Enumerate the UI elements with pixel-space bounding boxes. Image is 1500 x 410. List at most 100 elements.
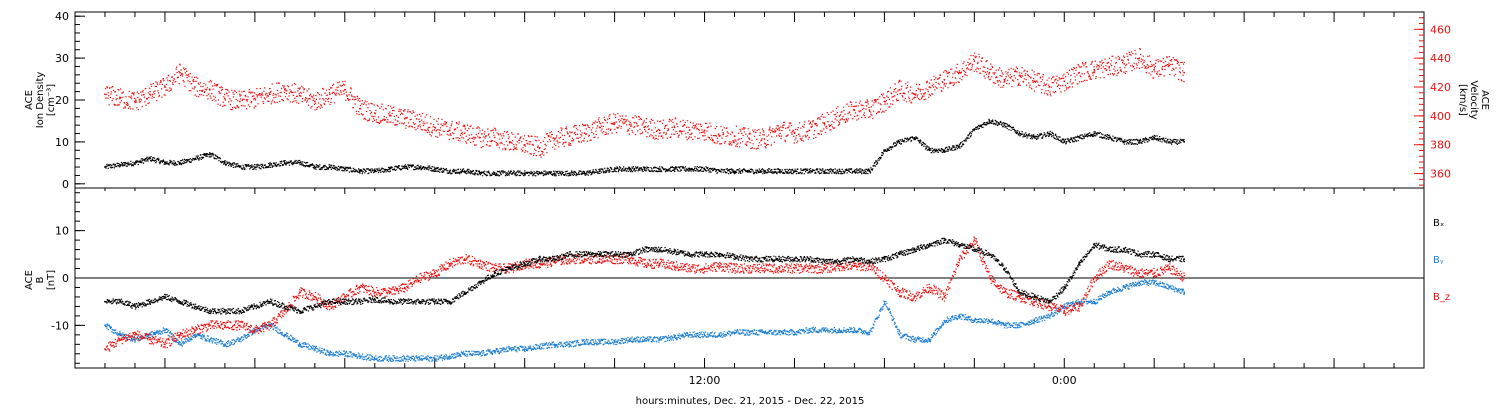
density-series-point [328, 166, 331, 168]
bottom-left-ylabel: ACE B [nT] [24, 270, 57, 290]
density-series-point [988, 120, 991, 122]
bottom-left-tick-label: 10 [55, 225, 69, 238]
velocity-series-point [1138, 57, 1141, 60]
by-series-point [928, 338, 931, 341]
velocity-series-point [1183, 71, 1186, 74]
top-y2label-line-2: Velocity [1468, 80, 1479, 119]
by-series-point [943, 319, 946, 322]
velocity-series-point [958, 71, 961, 74]
bz-series-point [298, 291, 301, 294]
density-series-point [1168, 141, 1171, 143]
bx-series-point [958, 243, 961, 246]
top-y2label-line-1: ACE [1479, 90, 1490, 110]
bz-series-point [898, 291, 901, 294]
by-series-point [643, 338, 646, 341]
density-series-point [793, 170, 796, 173]
density-series-point [673, 168, 676, 171]
velocity-series-point [433, 126, 436, 129]
top-left-axis: 0 10 20 30 40 [55, 10, 85, 191]
by-series-point [808, 329, 811, 332]
bz-series-point [253, 329, 256, 332]
density-series-point [943, 149, 946, 152]
bz-series-point [179, 333, 181, 336]
bx-series-point [748, 258, 751, 260]
density-series-point [823, 170, 826, 173]
bz-series-point [194, 329, 196, 332]
bz-series-point [134, 333, 136, 336]
density-series-point [194, 157, 196, 160]
bx-series-point [373, 298, 376, 301]
velocity-series-point [448, 129, 451, 132]
bx-series-point [463, 291, 466, 294]
legend-bx: Bₓ [1433, 218, 1444, 229]
density-series-point [253, 166, 256, 168]
density-series-point [853, 170, 856, 173]
bz-series-point [973, 239, 976, 242]
density-series-point [583, 172, 586, 175]
density-series-point [778, 170, 781, 173]
bx-series-point [793, 258, 796, 260]
bz-series-point [448, 262, 451, 265]
bz-series-point [598, 258, 601, 260]
density-series-point [283, 161, 286, 164]
bx-series-point [643, 248, 646, 251]
velocity-series-point [883, 100, 886, 103]
by-series-point [823, 329, 826, 332]
bz-series-point [328, 305, 331, 308]
velocity-series-point [1033, 80, 1036, 83]
velocity-series-point [688, 129, 691, 132]
density-series-point [928, 149, 931, 152]
bx-series-point [1063, 286, 1066, 289]
bz-series-point [493, 267, 496, 270]
bz-series-point [958, 258, 961, 260]
velocity-series-point [1018, 74, 1021, 77]
bx-series-point [898, 253, 901, 256]
velocity-series-point [853, 109, 856, 111]
density-series-point [538, 172, 541, 175]
bx-series-point [1048, 300, 1051, 303]
by-series-point [913, 338, 916, 341]
top-right-tick-label: 400 [1430, 110, 1451, 123]
by-series-point [104, 324, 106, 327]
by-series [104, 279, 1186, 362]
bz-series-point [763, 267, 766, 270]
density-series-point [343, 168, 346, 171]
by-series-point [194, 333, 196, 336]
bx-series-point [298, 310, 301, 313]
density-series-point [658, 168, 661, 171]
velocity-series-point [838, 114, 841, 117]
bottom-ylabel-line-3: [nT] [46, 270, 57, 290]
velocity-series-point [104, 93, 106, 96]
velocity-series-point [283, 89, 286, 91]
density-series-point [733, 170, 736, 173]
bz-series-point [838, 265, 841, 268]
velocity-series-point [194, 86, 196, 88]
bx-series-point [718, 253, 721, 256]
bx-series-point [283, 305, 286, 308]
density-series-point [209, 153, 211, 156]
bx-series-point [1018, 291, 1021, 294]
density-series-point [448, 170, 451, 173]
bx-series-point [418, 300, 421, 303]
velocity-series-point [598, 126, 601, 129]
bz-series-point [343, 296, 346, 298]
bx-series-point [179, 300, 181, 303]
by-series-point [883, 300, 886, 303]
velocity-series-point [988, 71, 991, 74]
velocity-series-point [403, 117, 406, 120]
bz-series-point [583, 258, 586, 260]
bz-series-point [1018, 296, 1021, 298]
density-series-point [223, 161, 226, 164]
top-right-axis: 360 380 400 420 440 460 [1414, 17, 1451, 186]
by-series-point [838, 329, 841, 332]
by-series-point [223, 343, 226, 346]
density-series-point [313, 166, 316, 168]
velocity-series-point [658, 129, 661, 132]
bx-series-point [973, 248, 976, 251]
velocity-series-point [418, 120, 421, 123]
bz-series-point [268, 324, 271, 327]
density-series-point [358, 170, 361, 173]
by-series-point [688, 333, 691, 336]
density-series-point [913, 136, 916, 139]
density-series-point [1048, 132, 1051, 135]
